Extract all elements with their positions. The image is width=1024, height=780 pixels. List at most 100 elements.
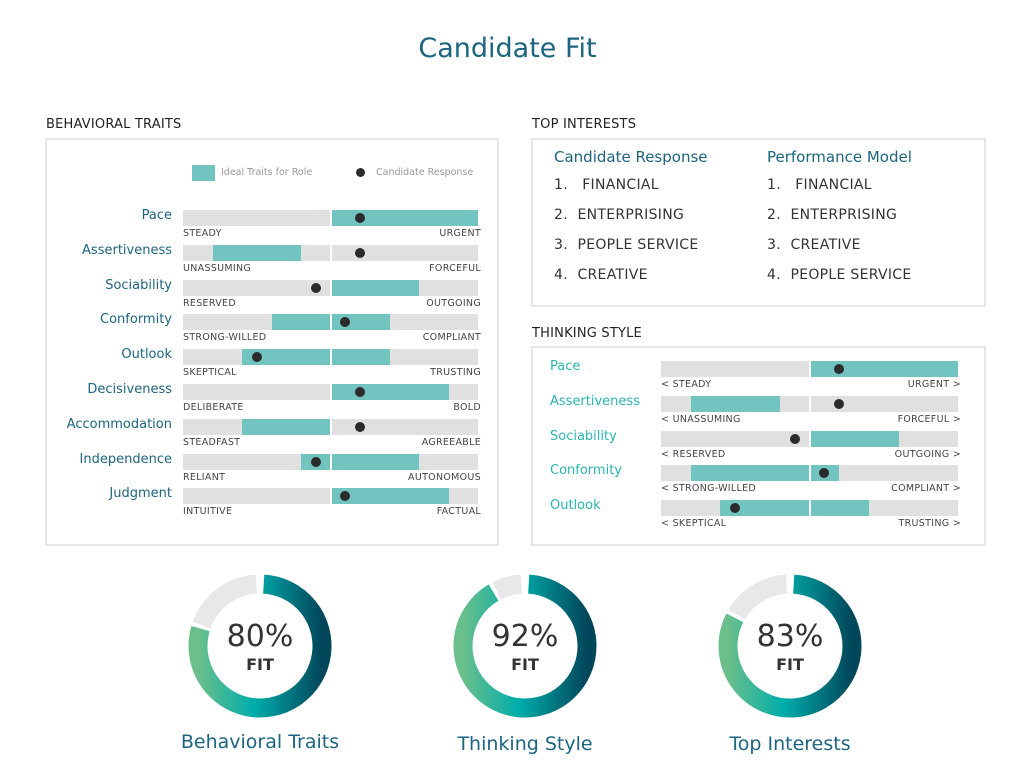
donut-fit-arc bbox=[188, 574, 332, 718]
trait-label: Accommodation bbox=[66, 416, 172, 432]
ideal-range-bar bbox=[330, 210, 478, 226]
trait-label: Assertiveness bbox=[550, 393, 640, 409]
candidate-dot bbox=[355, 421, 365, 432]
trait-track bbox=[183, 488, 478, 505]
midline bbox=[329, 418, 332, 435]
candidate-dot bbox=[251, 352, 262, 363]
trait-label: Pace bbox=[550, 359, 581, 374]
left-anchor-label: DELIBERATE bbox=[183, 402, 244, 413]
left-anchor-label: < RESERVED bbox=[661, 448, 726, 460]
ideal-range-bar bbox=[690, 465, 840, 482]
trait-track bbox=[183, 279, 478, 296]
midline bbox=[808, 395, 811, 412]
midline bbox=[329, 279, 332, 296]
trait-label: Decisiveness bbox=[87, 382, 172, 397]
midline bbox=[808, 430, 811, 447]
candidate-dot bbox=[730, 503, 741, 514]
trait-label: Sociability bbox=[550, 428, 617, 444]
interest-item: 1. FINANCIAL bbox=[767, 177, 872, 193]
midline bbox=[808, 361, 811, 377]
interest-item: 4. CREATIVE bbox=[554, 267, 648, 283]
thinking-heading: THINKING STYLE bbox=[532, 326, 642, 341]
right-anchor-label: TRUSTING bbox=[430, 367, 481, 379]
donut-remainder-arc bbox=[192, 574, 258, 629]
trait-track bbox=[661, 361, 958, 377]
ideal-range-bar bbox=[242, 418, 331, 435]
trait-label: Assertiveness bbox=[82, 242, 172, 258]
trait-label: Outlook bbox=[121, 347, 172, 363]
right-anchor-label: COMPLIANT bbox=[422, 332, 481, 344]
right-anchor-label: URGENT > bbox=[907, 379, 961, 390]
ideal-range-bar bbox=[330, 279, 419, 296]
right-anchor-label: AGREEABLE bbox=[421, 436, 481, 448]
trait-track bbox=[183, 453, 478, 470]
interest-item: 4. PEOPLE SERVICE bbox=[767, 267, 912, 283]
trait-track bbox=[183, 314, 478, 331]
donut-remainder-arc bbox=[728, 574, 788, 620]
trait-label: Conformity bbox=[100, 312, 172, 328]
left-anchor-label: RELIANT bbox=[183, 471, 226, 483]
candidate-dot bbox=[819, 468, 830, 479]
left-anchor-label: < UNASSUMING bbox=[661, 413, 741, 425]
midline bbox=[808, 465, 811, 482]
left-anchor-label: < STEADY bbox=[661, 379, 712, 390]
trait-label: Sociability bbox=[105, 277, 172, 293]
trait-track bbox=[183, 244, 478, 261]
trait-track bbox=[661, 395, 958, 412]
right-anchor-label: BOLD bbox=[453, 402, 481, 413]
ideal-range-bar bbox=[720, 500, 869, 517]
left-anchor-label: < SKEPTICAL bbox=[661, 518, 727, 530]
midline bbox=[329, 384, 332, 400]
legend-ideal-label: Ideal Traits for Role bbox=[221, 167, 313, 178]
right-anchor-label: FORCEFUL > bbox=[897, 413, 961, 425]
right-anchor-label: COMPLIANT > bbox=[891, 483, 961, 495]
midline bbox=[329, 244, 332, 261]
candidate-dot bbox=[355, 247, 365, 258]
ideal-range-bar bbox=[809, 430, 899, 447]
left-anchor-label: SKEPTICAL bbox=[183, 367, 237, 379]
ideal-range-bar bbox=[330, 488, 449, 505]
interest-item: 3. CREATIVE bbox=[767, 237, 861, 253]
legend-candidate-dot bbox=[356, 168, 365, 177]
candidate-dot bbox=[340, 317, 351, 328]
candidate-dot bbox=[310, 282, 321, 293]
trait-track bbox=[661, 465, 958, 482]
trait-track bbox=[183, 349, 478, 366]
page-title: Candidate Fit bbox=[418, 33, 597, 64]
fit-label: FIT bbox=[246, 655, 274, 674]
right-anchor-label: FORCEFUL bbox=[429, 262, 481, 274]
midline bbox=[329, 210, 332, 226]
right-anchor-label: OUTGOING > bbox=[894, 448, 961, 460]
donut-title: Behavioral Traits bbox=[180, 731, 340, 753]
trait-label: Judgment bbox=[109, 486, 172, 502]
donut-remainder-arc bbox=[492, 574, 523, 600]
donut-title: Top Interests bbox=[729, 733, 851, 755]
candidate-dot bbox=[340, 491, 351, 502]
performance-model-heading: Performance Model bbox=[767, 148, 912, 166]
interest-item: 3. PEOPLE SERVICE bbox=[554, 237, 699, 253]
donut-fit-arc bbox=[718, 574, 862, 718]
behavioral-heading: BEHAVIORAL TRAITS bbox=[46, 117, 182, 132]
left-anchor-label: STEADFAST bbox=[183, 436, 241, 448]
candidate-dot bbox=[834, 364, 845, 374]
midline bbox=[329, 349, 332, 366]
fit-percent: 83% bbox=[756, 619, 824, 654]
trait-label: Independence bbox=[79, 451, 172, 467]
fit-label: FIT bbox=[776, 655, 804, 674]
midline bbox=[329, 314, 332, 331]
ideal-range-bar bbox=[690, 395, 780, 412]
ideal-range-bar bbox=[242, 349, 390, 366]
trait-label: Outlook bbox=[550, 498, 601, 514]
fit-label: FIT bbox=[511, 655, 539, 674]
interest-item: 1. FINANCIAL bbox=[554, 177, 659, 193]
right-anchor-label: OUTGOING bbox=[426, 297, 481, 309]
donut-fit-arc bbox=[453, 574, 597, 718]
fit-percent: 92% bbox=[491, 619, 559, 654]
left-anchor-label: UNASSUMING bbox=[183, 262, 252, 274]
midline bbox=[329, 488, 332, 505]
candidate-dot bbox=[310, 456, 321, 467]
right-anchor-label: AUTONOMOUS bbox=[408, 471, 481, 483]
interest-item: 2. ENTERPRISING bbox=[767, 207, 898, 223]
fit-percent: 80% bbox=[226, 619, 294, 654]
left-anchor-label: INTUITIVE bbox=[183, 506, 233, 518]
